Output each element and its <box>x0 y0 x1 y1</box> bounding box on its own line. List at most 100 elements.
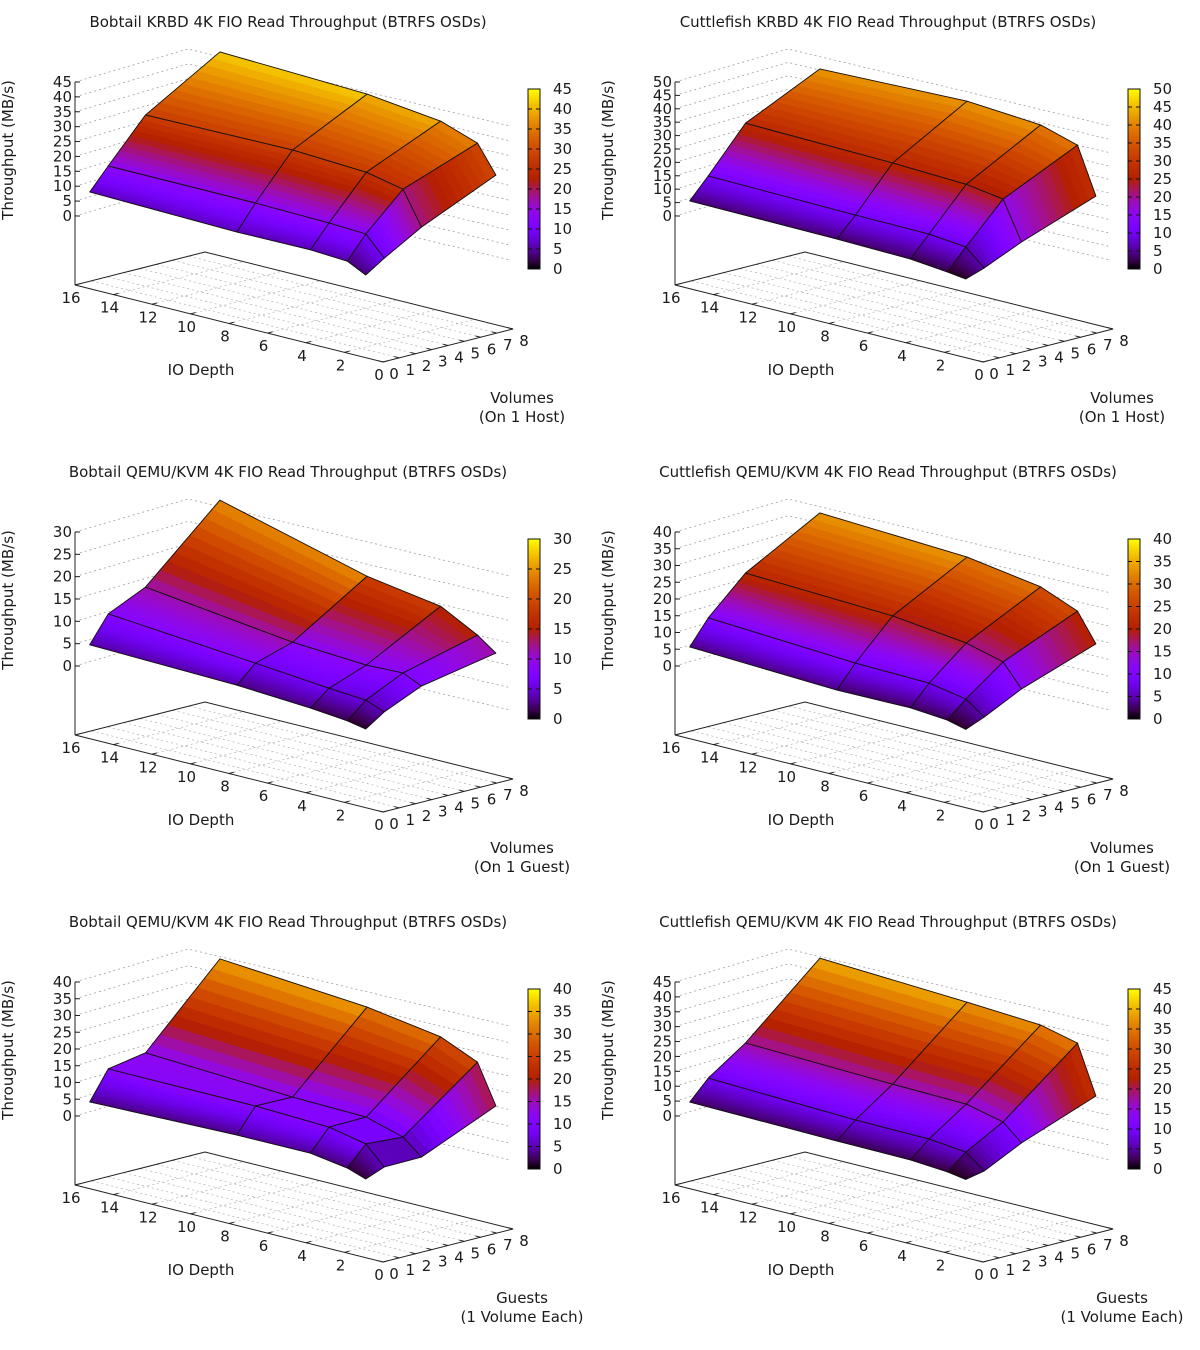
x-tick-mark <box>713 292 719 296</box>
y-tick-mark <box>1091 331 1097 334</box>
colorbar-tick-label: 45 <box>553 80 572 98</box>
floor-gridline <box>751 1170 883 1205</box>
floor-gridline <box>156 714 465 792</box>
colorbar-tick-label: 30 <box>553 1025 572 1043</box>
x-tick-label: 10 <box>777 318 796 336</box>
y-tick-mark <box>410 801 416 805</box>
z-tick-label: 15 <box>53 590 72 608</box>
x-tick-label: 16 <box>61 1189 80 1207</box>
floor-gridline <box>305 1209 437 1244</box>
chart-title: Bobtail QEMU/KVM 4K FIO Read Throughput … <box>69 913 507 931</box>
x-tick-mark <box>790 762 796 765</box>
surface-grid-cell <box>1002 610 1097 690</box>
z-tick-label: 15 <box>53 1057 72 1075</box>
y-tick-label: 3 <box>1038 353 1048 371</box>
y-axis-label: (1 Volume Each) <box>461 1308 584 1326</box>
y-tick-mark <box>459 1239 465 1242</box>
x-tick-mark <box>74 733 81 736</box>
z-tick-label: 30 <box>653 127 672 145</box>
y-tick-label: 6 <box>487 790 497 808</box>
chart-panel-5: Bobtail QEMU/KVM 4K FIO Read Throughput … <box>0 900 600 1350</box>
y-tick-label: 0 <box>389 365 399 383</box>
z-tick-label: 5 <box>662 640 672 658</box>
floor-gridline <box>344 319 475 353</box>
y-tick-mark <box>459 789 465 792</box>
x-tick-label: 10 <box>777 1218 796 1236</box>
y-tick-mark <box>491 331 497 334</box>
x-tick-label: 14 <box>100 749 119 767</box>
y-tick-mark <box>410 351 416 355</box>
x-tick-label: 14 <box>100 1199 119 1217</box>
colorbar-tick-label: 30 <box>1153 152 1172 170</box>
floor-gridline <box>867 299 998 334</box>
z-tick-label: 35 <box>653 113 672 131</box>
colorbar-tick-label: 25 <box>553 560 572 578</box>
floor-gridline <box>944 769 1075 803</box>
x-tick-mark <box>228 1221 235 1224</box>
z-tick-label: 0 <box>62 1107 72 1125</box>
y-tick-label: 0 <box>989 1265 999 1283</box>
y-tick-label: 1 <box>1005 1261 1015 1279</box>
chart-title: Cuttlefish KRBD 4K FIO Read Throughput (… <box>680 13 1097 31</box>
z-tick-label: 10 <box>53 177 72 195</box>
surface-grid-cell <box>402 1061 497 1158</box>
x-tick-mark <box>944 800 950 803</box>
colorbar-tick-label: 15 <box>553 200 572 218</box>
chart-panel-6: Cuttlefish QEMU/KVM 4K FIO Read Throughp… <box>599 900 1200 1350</box>
floor-border <box>674 251 1114 363</box>
y-tick-label: 8 <box>1119 1232 1129 1250</box>
x-tick-label: 0 <box>974 816 984 834</box>
surface <box>689 68 1097 280</box>
y-tick-mark <box>475 335 481 338</box>
z-tick-label: 15 <box>653 167 672 185</box>
y-tick-label: 8 <box>519 1232 529 1250</box>
z-tick-label: 10 <box>653 1077 672 1095</box>
z-tick-label: 10 <box>653 624 672 642</box>
x-tick-mark <box>190 762 196 765</box>
x-tick-label: 8 <box>820 778 830 796</box>
x-tick-mark <box>344 350 350 353</box>
z-tick-label: 30 <box>653 557 672 575</box>
colorbar-tick-label: 15 <box>553 620 572 638</box>
z-tick-label: 30 <box>653 1018 672 1036</box>
floor-gridline <box>156 1164 465 1242</box>
x-tick-label: 2 <box>936 1256 946 1274</box>
x-tick-mark <box>344 800 350 803</box>
colorbar-tick-label: 0 <box>1153 710 1163 728</box>
z-tick-label: 10 <box>653 180 672 198</box>
x-tick-label: 2 <box>936 806 946 824</box>
z-tick-label: 0 <box>662 657 672 675</box>
y-tick-label: 0 <box>389 1265 399 1283</box>
colorbar-tick-label: 40 <box>1153 530 1172 548</box>
z-tick-label: 35 <box>653 1003 672 1021</box>
x-tick-mark <box>267 331 273 334</box>
colorbar-tick-label: 0 <box>1153 1160 1163 1178</box>
x-tick-mark <box>905 790 912 794</box>
colorbar-tick-label: 30 <box>1153 1040 1172 1058</box>
y-tick-label: 1 <box>1005 811 1015 829</box>
x-tick-mark <box>113 1192 119 1196</box>
floor-gridline <box>790 1180 921 1215</box>
y-axis-label: (On 1 Guest) <box>474 858 570 876</box>
x-tick-mark <box>790 312 796 315</box>
floor-gridline <box>828 740 960 774</box>
y-tick-mark <box>394 806 400 809</box>
z-tick-label: 40 <box>53 973 72 991</box>
chart-svg: Cuttlefish QEMU/KVM 4K FIO Read Throughp… <box>599 913 1184 1326</box>
y-tick-label: 8 <box>519 782 529 800</box>
y-tick-mark <box>977 810 984 813</box>
z-tick-label: 30 <box>53 523 72 541</box>
floor-gridline <box>867 1199 998 1234</box>
colorbar-tick-label: 25 <box>553 160 572 178</box>
x-tick-mark <box>305 790 312 794</box>
z-tick-label: 5 <box>62 1090 72 1108</box>
floor-gridline <box>944 1219 1075 1253</box>
surface <box>689 512 1097 730</box>
y-axis-label: Volumes <box>490 389 554 407</box>
z-tick-label: 40 <box>653 523 672 541</box>
y-tick-label: 0 <box>989 365 999 383</box>
colorbar-tick-label: 5 <box>1153 242 1163 260</box>
x-tick-label: 12 <box>738 1208 757 1226</box>
colorbar-tick-label: 20 <box>553 180 572 198</box>
y-tick-mark <box>977 1260 984 1263</box>
